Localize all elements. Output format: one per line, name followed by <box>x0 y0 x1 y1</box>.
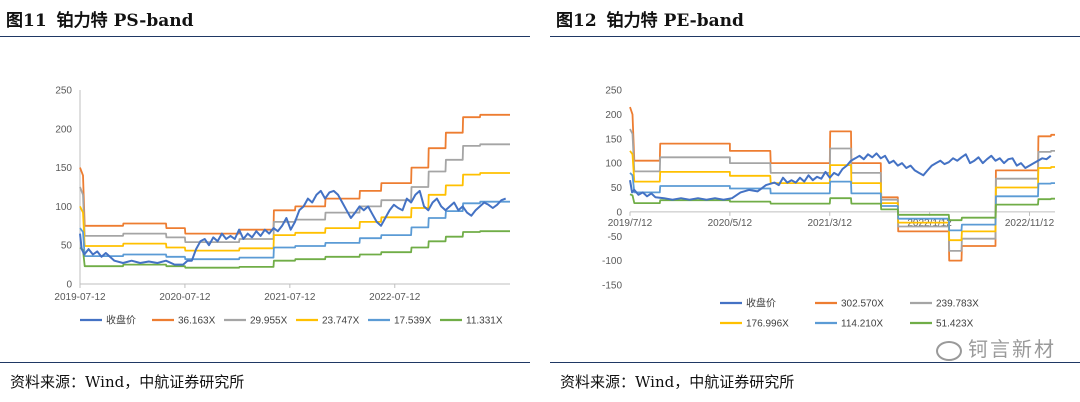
legend-label: 29.955X <box>250 316 288 327</box>
legend-label: 51.423X <box>936 319 974 330</box>
y-tick-label: 150 <box>605 134 622 145</box>
legend-label: 302.570X <box>841 299 884 310</box>
figure-caption: 铂力特 PS-band <box>56 11 194 31</box>
legend-label: 收盘价 <box>106 314 136 327</box>
y-tick-label: 0 <box>66 280 72 291</box>
source-rule <box>0 362 530 363</box>
series-line <box>629 172 1055 232</box>
y-tick-label: 250 <box>605 86 622 97</box>
y-tick-label: 50 <box>611 183 623 194</box>
x-tick-label: 2021-07-12 <box>264 292 316 303</box>
series-line <box>79 230 510 269</box>
y-tick-label: 100 <box>55 202 72 213</box>
legend-label: 收盘价 <box>746 297 776 310</box>
y-tick-label: 200 <box>605 110 622 121</box>
x-tick-label: 2022/11/12 <box>1005 218 1055 229</box>
legend-label: 239.783X <box>936 299 979 310</box>
title-rule <box>0 36 530 37</box>
y-tick-label: 100 <box>605 159 622 170</box>
source-rule <box>550 362 1080 363</box>
y-tick-label: 200 <box>55 124 72 135</box>
ps-band-chart: 0 50 100 150 200 250 2019-07-12 2020-07-12 2021-… <box>54 86 510 327</box>
series-line <box>79 172 510 252</box>
x-tick-label: 2019-07-12 <box>54 292 106 303</box>
x-tick-label: 2020/5/12 <box>708 218 753 229</box>
y-tick-label: -100 <box>602 256 622 267</box>
figure-title: 图12 铂力特 PE-band <box>556 6 744 31</box>
y-tick-label: -150 <box>602 281 622 292</box>
series-line <box>79 143 510 243</box>
series-line <box>79 200 510 261</box>
source-note: 资料来源：Wind，中航证券研究所 <box>560 373 795 391</box>
pe-band-panel: 图12 铂力特 PE-band -150 -100 -50 0 50 100 150 200 25… <box>550 0 1080 402</box>
watermark: 钶言新材 <box>936 333 1056 362</box>
x-tick-label: 2021/3/12 <box>808 218 853 229</box>
y-tick-label: 150 <box>55 163 72 174</box>
ps-band-panel: 图11 铂力特 PS-band 0 50 100 150 200 250 2019-07-12… <box>0 0 530 402</box>
source-note: 资料来源：Wind，中航证券研究所 <box>10 373 245 391</box>
title-rule <box>550 36 1080 37</box>
x-tick-label: 2022-07-12 <box>369 292 421 303</box>
y-tick-label: 250 <box>55 86 72 97</box>
figure-title: 图11 铂力特 PS-band <box>6 6 193 31</box>
legend-label: 36.163X <box>178 316 216 327</box>
figure-number: 图11 <box>6 11 47 31</box>
series-line <box>629 106 1055 262</box>
x-tick-label: 2020-07-12 <box>159 292 211 303</box>
wechat-icon <box>936 340 962 361</box>
y-tick-label: -50 <box>608 232 623 243</box>
legend-label: 17.539X <box>394 316 432 327</box>
figure-caption: 铂力特 PE-band <box>606 11 744 31</box>
legend-label: 11.331X <box>466 316 503 327</box>
legend-label: 114.210X <box>841 319 883 330</box>
series-line <box>79 113 510 235</box>
pe-band-chart: -150 -100 -50 0 50 100 150 200 250 2019/7/12 2020/… <box>602 86 1055 330</box>
series-line <box>629 152 1052 201</box>
y-tick-label: 50 <box>61 241 73 252</box>
legend-label: 23.747X <box>322 316 360 327</box>
legend-label: 176.996X <box>746 319 789 330</box>
series-line <box>629 128 1055 252</box>
figure-number: 图12 <box>556 11 597 31</box>
series-line <box>629 193 1055 222</box>
y-tick-label: 0 <box>616 207 622 218</box>
x-tick-label: 2019/7/12 <box>608 218 653 229</box>
watermark-text: 钶言新材 <box>968 337 1056 361</box>
series-line <box>79 189 507 266</box>
